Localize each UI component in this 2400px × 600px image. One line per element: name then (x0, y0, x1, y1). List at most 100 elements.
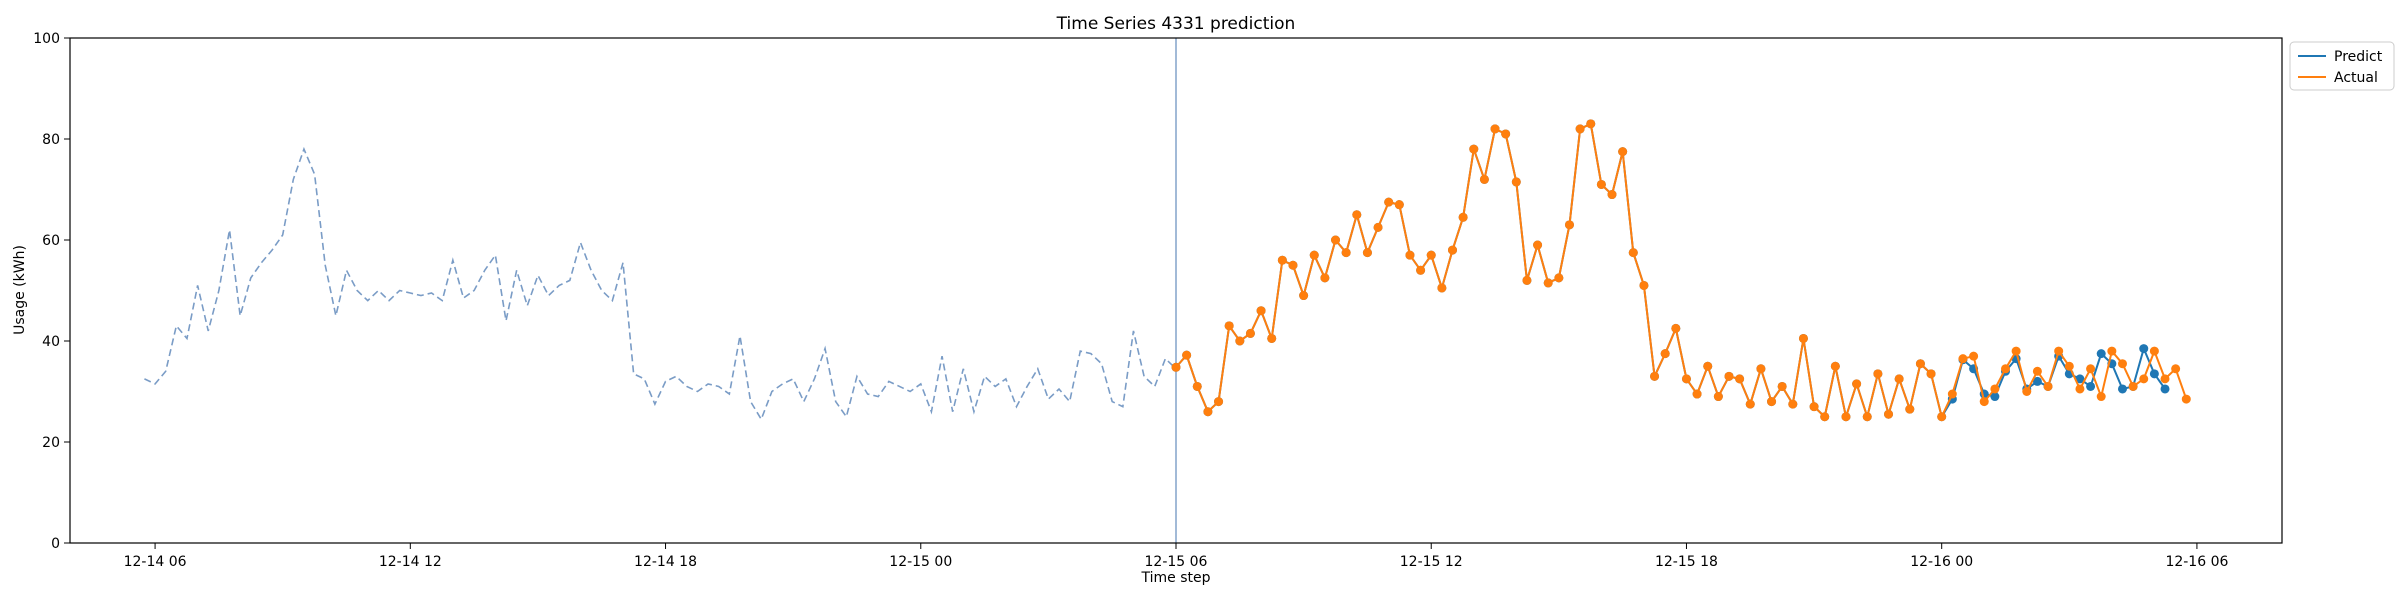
actual-point (2086, 364, 2096, 374)
predict-point (2032, 376, 2042, 386)
actual-point (1947, 389, 1957, 399)
actual-point (1171, 362, 1181, 372)
predict-point (2096, 349, 2106, 359)
actual-point (1894, 374, 1904, 384)
actual-point (1267, 333, 1277, 343)
actual-point (1820, 412, 1830, 422)
x-tick-label: 12-15 00 (889, 554, 952, 570)
actual-point (2075, 384, 2085, 394)
actual-point (1777, 381, 1787, 391)
y-tick-label: 80 (42, 132, 60, 148)
y-tick-label: 20 (42, 435, 60, 451)
actual-point (1713, 392, 1723, 402)
actual-point (1852, 379, 1862, 389)
actual-point (1671, 323, 1681, 333)
actual-point (1564, 220, 1574, 230)
actual-point (1533, 240, 1543, 250)
actual-point (2064, 361, 2074, 371)
actual-point (2149, 346, 2159, 356)
predict-point (2117, 384, 2127, 394)
actual-point (1735, 374, 1745, 384)
actual-point (1299, 291, 1309, 301)
actual-point (1745, 399, 1755, 409)
actual-point (1214, 397, 1224, 407)
actual-point (2117, 359, 2127, 369)
actual-point (1767, 397, 1777, 407)
actual-point (1511, 177, 1521, 187)
y-tick-label: 40 (42, 334, 60, 350)
actual-point (1543, 278, 1553, 288)
actual-point (1862, 412, 1872, 422)
actual-point (1915, 359, 1925, 369)
predict-point (2160, 384, 2170, 394)
legend-predict-label: Predict (2334, 49, 2383, 65)
actual-point (1958, 354, 1968, 364)
predict-point (2139, 344, 2149, 354)
actual-point (2011, 346, 2021, 356)
predict-point (2075, 374, 2085, 384)
actual-point (1639, 280, 1649, 290)
actual-point (1341, 248, 1351, 258)
actual-point (1522, 275, 1532, 285)
y-axis: 0 20 40 60 80 100 (33, 31, 70, 552)
actual-point (1969, 351, 1979, 361)
actual-point (1660, 349, 1670, 359)
actual-point (1245, 328, 1255, 338)
actual-point (1458, 212, 1468, 222)
actual-point (1830, 361, 1840, 371)
actual-point (1905, 404, 1915, 414)
actual-point (1607, 190, 1617, 200)
actual-point (1320, 273, 1330, 283)
actual-point (1373, 222, 1383, 232)
actual-point (2128, 381, 2138, 391)
actual-point (1490, 124, 1500, 134)
actual-point (1192, 381, 1202, 391)
predict-point (2149, 369, 2159, 379)
actual-point (1426, 250, 1436, 260)
actual-point (2032, 366, 2042, 376)
actual-point (1873, 369, 1883, 379)
actual-point (1596, 179, 1606, 189)
actual-point (1724, 371, 1734, 381)
x-tick-label: 12-16 00 (1910, 554, 1973, 570)
actual-point (2022, 387, 2032, 396)
actual-point (2043, 381, 2053, 391)
y-axis-label: Usage (kWh) (12, 245, 28, 335)
actual-point (1703, 361, 1713, 371)
actual-point (1990, 384, 2000, 394)
x-tick-label: 12-15 12 (1400, 554, 1463, 570)
actual-point (1331, 235, 1341, 245)
chart-title: Time Series 4331 prediction (1056, 14, 1296, 34)
actual-point (2160, 374, 2170, 384)
actual-point (1203, 407, 1213, 417)
actual-point (1277, 255, 1287, 265)
actual-point (2054, 346, 2064, 356)
actual-point (1479, 174, 1489, 184)
actual-point (1288, 260, 1298, 270)
actual-point (2139, 374, 2149, 384)
y-tick-label: 100 (33, 31, 60, 47)
predict-point (2086, 381, 2096, 391)
actual-point (2171, 364, 2181, 374)
x-tick-label: 12-14 12 (379, 554, 442, 570)
predict-point (1990, 392, 2000, 402)
actual-point (1384, 197, 1394, 207)
actual-point (1788, 399, 1798, 409)
actual-point (1586, 119, 1596, 129)
actual-point (2001, 364, 2010, 374)
actual-point (1841, 412, 1851, 422)
plot-frame (69, 37, 2283, 544)
actual-point (1405, 250, 1415, 260)
actual-point (1224, 321, 1234, 331)
actual-point (1937, 412, 1947, 422)
actual-point (1884, 409, 1894, 419)
history-line (144, 146, 1177, 422)
actual-point (1681, 374, 1691, 384)
actual-point (2181, 394, 2191, 404)
actual-point (1469, 144, 1479, 154)
legend-actual-label: Actual (2334, 70, 2378, 86)
actual-point (1501, 129, 1511, 139)
actual-point (1650, 371, 1660, 381)
actual-point (2096, 392, 2106, 402)
